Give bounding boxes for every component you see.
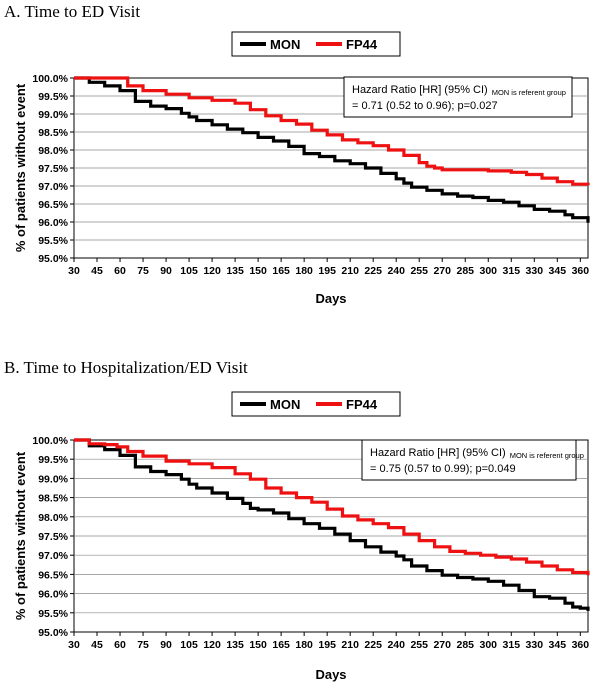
x-tick-label-a: 195 [318, 265, 336, 277]
x-tick-label-b: 150 [249, 639, 267, 651]
x-tick-label-b: 120 [203, 639, 221, 651]
legend-label-fp44-b: FP44 [346, 397, 378, 412]
hazard-ratio-subscript-b: MON is referent group [510, 451, 584, 460]
hazard-ratio-line2-b: = 0.75 (0.57 to 0.99); p=0.049 [370, 463, 516, 475]
x-tick-label-a: 255 [410, 265, 428, 277]
y-tick-label-a: 98.5% [38, 127, 68, 139]
x-axis-label-b: Days [315, 667, 346, 682]
x-tick-label-a: 45 [91, 265, 103, 277]
x-tick-label-a: 225 [364, 265, 382, 277]
y-tick-label-b: 99.0% [38, 473, 68, 485]
x-tick-label-a: 360 [572, 265, 590, 277]
y-tick-label-b: 97.5% [38, 531, 68, 543]
x-tick-label-a: 105 [180, 265, 198, 277]
hazard-ratio-subscript-a: MON is referent group [492, 88, 566, 97]
x-tick-label-b: 345 [549, 639, 567, 651]
y-tick-label-a: 95.0% [38, 253, 68, 265]
x-tick-label-b: 75 [137, 639, 149, 651]
hazard-ratio-heading-b: Hazard Ratio [HR] (95% CI) [370, 447, 506, 459]
x-tick-label-b: 195 [318, 639, 336, 651]
y-tick-label-a: 97.5% [38, 163, 68, 175]
x-tick-label-b: 135 [226, 639, 244, 651]
hazard-ratio-box-a [343, 76, 573, 118]
x-tick-label-b: 285 [456, 639, 474, 651]
x-tick-label-b: 60 [114, 639, 126, 651]
legend-label-mon-a: MON [270, 37, 300, 52]
y-tick-label-b: 95.0% [38, 627, 68, 639]
x-tick-label-b: 255 [410, 639, 428, 651]
y-tick-label-a: 99.0% [38, 109, 68, 121]
series-line-mon-a [74, 76, 590, 223]
x-tick-label-a: 210 [341, 265, 359, 277]
series-line-mon-b [74, 438, 590, 611]
legend-label-fp44-a: FP44 [346, 37, 378, 52]
x-tick-label-b: 360 [572, 639, 590, 651]
legend-label-mon-b: MON [270, 397, 300, 412]
y-tick-label-b: 97.0% [38, 550, 68, 562]
hazard-ratio-box-b [361, 439, 577, 481]
series-line-fp44-b [74, 438, 590, 576]
x-tick-label-b: 180 [295, 639, 313, 651]
x-tick-label-a: 180 [295, 265, 313, 277]
hazard-ratio-line2-a: = 0.71 (0.52 to 0.96); p=0.027 [352, 100, 498, 112]
y-tick-label-b: 99.5% [38, 454, 68, 466]
y-tick-label-a: 95.5% [38, 235, 68, 247]
x-tick-label-a: 240 [387, 265, 405, 277]
y-tick-label-b: 95.5% [38, 608, 68, 620]
y-axis-label-a: % of patients without event [13, 83, 28, 252]
x-tick-label-b: 270 [433, 639, 451, 651]
x-tick-label-a: 345 [549, 265, 567, 277]
y-tick-label-b: 96.0% [38, 589, 68, 601]
y-tick-label-a: 99.5% [38, 91, 68, 103]
hazard-ratio-heading-a: Hazard Ratio [HR] (95% CI) [352, 84, 488, 96]
x-tick-label-a: 315 [503, 265, 521, 277]
x-tick-label-a: 300 [480, 265, 498, 277]
x-tick-label-a: 135 [226, 265, 244, 277]
y-tick-label-a: 100.0% [32, 73, 68, 85]
x-tick-label-a: 150 [249, 265, 267, 277]
x-tick-label-a: 90 [160, 265, 172, 277]
y-tick-label-a: 97.0% [38, 181, 68, 193]
x-tick-label-b: 300 [480, 639, 498, 651]
x-tick-label-b: 210 [341, 639, 359, 651]
y-tick-label-b: 98.0% [38, 512, 68, 524]
hazard-ratio-line1-a: Hazard Ratio [HR] (95% CI) MON is referen… [352, 84, 566, 97]
x-axis-label-a: Days [315, 291, 346, 306]
x-tick-label-b: 90 [160, 639, 172, 651]
x-tick-label-b: 165 [272, 639, 290, 651]
x-tick-label-a: 120 [203, 265, 221, 277]
x-tick-label-b: 45 [91, 639, 103, 651]
y-tick-label-a: 98.0% [38, 145, 68, 157]
x-tick-label-a: 75 [137, 265, 149, 277]
y-tick-label-b: 96.5% [38, 569, 68, 581]
x-tick-label-b: 225 [364, 639, 382, 651]
x-tick-label-b: 105 [180, 639, 198, 651]
x-tick-label-a: 330 [526, 265, 544, 277]
x-tick-label-a: 285 [456, 265, 474, 277]
y-axis-label-b: % of patients without event [13, 451, 28, 620]
panel-b-title: B. Time to Hospitalization/ED Visit [4, 358, 248, 377]
series-line-fp44-a [74, 76, 590, 186]
x-tick-label-b: 330 [526, 639, 544, 651]
x-tick-label-a: 270 [433, 265, 451, 277]
x-tick-label-b: 30 [68, 639, 80, 651]
y-tick-label-a: 96.0% [38, 217, 68, 229]
x-tick-label-a: 60 [114, 265, 126, 277]
x-tick-label-a: 165 [272, 265, 290, 277]
hazard-ratio-line1-b: Hazard Ratio [HR] (95% CI) MON is referen… [370, 447, 584, 460]
x-tick-label-a: 30 [68, 265, 80, 277]
x-tick-label-b: 240 [387, 639, 405, 651]
y-tick-label-b: 98.5% [38, 493, 68, 505]
y-tick-label-b: 100.0% [32, 435, 68, 447]
y-tick-label-a: 96.5% [38, 199, 68, 211]
panel-a-title: A. Time to ED Visit [4, 2, 141, 21]
x-tick-label-b: 315 [503, 639, 521, 651]
